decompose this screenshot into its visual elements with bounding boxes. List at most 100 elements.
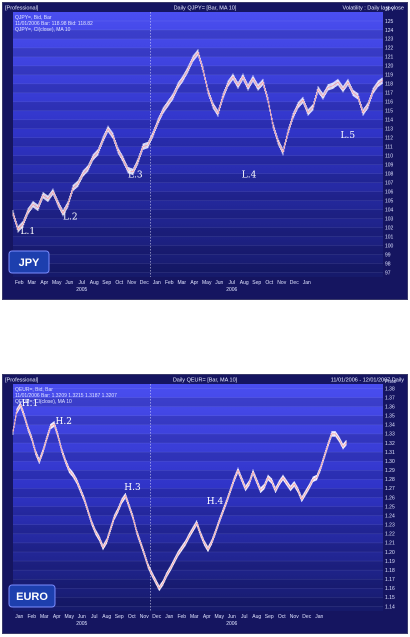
x-tick-label: Feb (15, 280, 24, 286)
y-tick-label: 116 (385, 100, 393, 106)
y-tick-label: 1.21 (385, 541, 395, 547)
x-tick-label: Aug (102, 614, 111, 620)
level-label: L.2 (63, 213, 78, 223)
y-band (13, 524, 383, 534)
y-tick-label: 98 (385, 261, 391, 267)
x-tick-label: Jun (228, 614, 236, 620)
x-tick-label: Nov (277, 280, 286, 286)
legend-line: QEUR=, Cl(close), MA 10 (15, 399, 72, 405)
y-tick-label: 102 (385, 225, 394, 231)
x-tick-label: Jan (303, 280, 311, 286)
x-tick-label: Aug (252, 614, 261, 620)
x-tick-label: May (215, 614, 225, 620)
y-band (13, 579, 383, 589)
y-units-label: Price (385, 379, 397, 385)
y-tick-label: 1.24 (385, 513, 395, 519)
level-label: L.1 (21, 227, 36, 237)
y-tick-label: 1.31 (385, 450, 395, 456)
y-band (13, 415, 383, 425)
x-tick-label: Jul (229, 280, 235, 286)
x-tick-label: Jul (91, 614, 97, 620)
currency-badge (8, 584, 56, 608)
x-tick-label: Dec (290, 280, 299, 286)
x-tick-label: Jan (153, 280, 161, 286)
y-tick-label: 109 (385, 163, 394, 169)
y-tick-label: 108 (385, 171, 394, 177)
ma-line (12, 404, 348, 589)
x-tick-label: Feb (165, 280, 174, 286)
year-label: 2005 (76, 287, 87, 293)
y-band (13, 263, 383, 273)
y-band (13, 470, 383, 480)
currency-badge (8, 250, 50, 274)
y-units-label: JPY (385, 7, 395, 13)
x-tick-label: Nov (290, 614, 299, 620)
y-tick-label: 105 (385, 198, 394, 204)
y-tick-label: 1.25 (385, 504, 395, 510)
jpy-chart-svg: 97 98 99 100 101 102 103 104 105 106 107 108 109 110 1… (3, 3, 407, 299)
y-tick-label: 121 (385, 55, 394, 61)
x-tick-label: Jan (315, 614, 323, 620)
level-label: L.5 (341, 131, 356, 141)
y-band (13, 488, 383, 498)
y-tick-label: 1.23 (385, 523, 395, 529)
x-tick-label: Oct (115, 280, 123, 286)
y-tick-label: 1.17 (385, 577, 395, 583)
x-tick-label: Apr (53, 614, 61, 620)
y-tick-label: 1.36 (385, 405, 395, 411)
y-tick-label: 111 (385, 145, 393, 151)
x-tick-label: Apr (190, 280, 198, 286)
y-tick-label: 122 (385, 46, 394, 52)
y-band (13, 83, 383, 93)
x-tick-label: Sep (102, 280, 111, 286)
y-band (13, 209, 383, 219)
y-tick-label: 1.18 (385, 568, 395, 574)
y-band (13, 173, 383, 183)
y-band (13, 101, 383, 111)
y-band (13, 433, 383, 444)
header-right: 11/01/2006 - 12/01/2007 Daily (331, 378, 405, 384)
x-tick-label: Mar (40, 614, 49, 620)
y-tick-label: 106 (385, 189, 394, 195)
legend-line: QEUR=, Bid, Bar (15, 387, 53, 393)
euro-chart-svg: 1.14 1.15 1.16 1.17 1.18 1.19 1.20 1.21 1.22 1.23… (3, 375, 407, 633)
x-tick-label: Sep (115, 614, 124, 620)
euro-chart: 1.14 1.15 1.16 1.17 1.18 1.19 1.20 1.21 1.22 1.23… (2, 374, 408, 634)
legend-line: 11/01/2006 Bar: 1.3209 1.3215 1.3187 1.3… (15, 393, 117, 399)
legend-line: QJPY=, Bid, Bar (15, 15, 52, 21)
x-tick-label: May (52, 280, 62, 286)
x-tick-label: Feb (177, 614, 186, 620)
x-tick-label: Jul (79, 280, 85, 286)
x-tick-label: Apr (40, 280, 48, 286)
y-tick-label: 117 (385, 91, 393, 97)
x-tick-label: Mar (190, 614, 199, 620)
y-tick-label: 107 (385, 180, 394, 186)
y-band (13, 119, 383, 129)
x-tick-label: Oct (265, 280, 273, 286)
chart-title: Daily QJPY= [Bar, MA 10] (174, 6, 237, 12)
header-left: [Professional] (5, 378, 39, 384)
y-tick-label: 112 (385, 136, 393, 142)
y-band (13, 137, 383, 147)
y-band (13, 245, 383, 255)
x-tick-label: May (65, 614, 75, 620)
x-tick-label: Feb (27, 614, 36, 620)
y-tick-label: 113 (385, 127, 393, 133)
x-tick-label: Jun (78, 614, 86, 620)
level-label: L.4 (242, 170, 257, 180)
x-tick-label: Jan (15, 614, 23, 620)
y-tick-label: 119 (385, 73, 393, 79)
y-tick-label: 1.20 (385, 550, 395, 556)
currency-badge-label: JPY (19, 257, 40, 269)
y-tick-label: 1.26 (385, 495, 395, 501)
y-tick-label: 123 (385, 37, 394, 43)
x-tick-label: Jun (215, 280, 223, 286)
y-tick-label: 1.14 (385, 604, 395, 610)
y-tick-label: 118 (385, 82, 393, 88)
x-tick-label: Nov (127, 280, 136, 286)
y-tick-label: 120 (385, 64, 394, 70)
level-label: H.2 (56, 417, 72, 427)
header-left: [Professional] (5, 6, 39, 12)
ma-line (12, 51, 384, 231)
y-tick-label: 1.15 (385, 595, 395, 601)
